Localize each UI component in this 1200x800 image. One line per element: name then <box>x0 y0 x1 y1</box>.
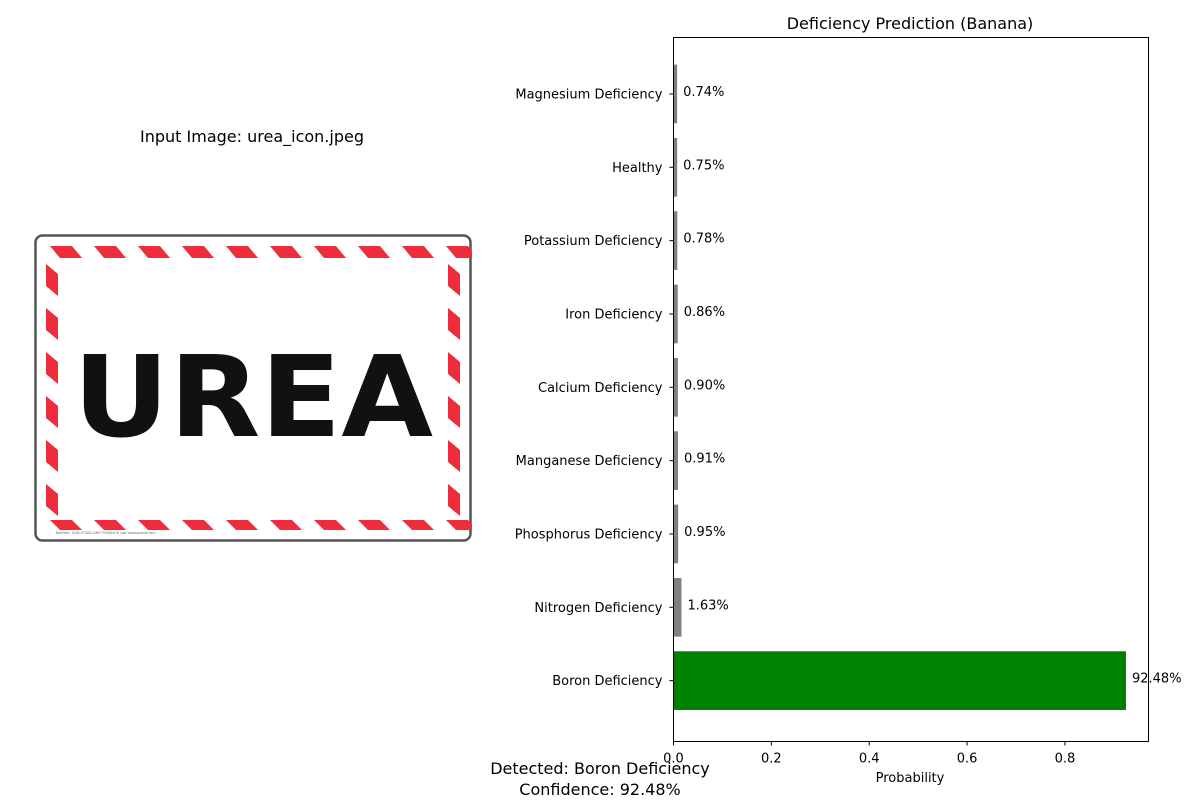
x-axis-label: Probability <box>876 771 945 786</box>
hazard-stripe <box>46 308 58 340</box>
hazard-stripe <box>94 246 126 258</box>
hazard-stripe <box>182 246 214 258</box>
y-tick-label: Phosphorus Deficiency <box>515 527 663 542</box>
hazard-stripe <box>46 396 58 428</box>
bar <box>673 64 678 124</box>
urea-sign-image: UREA Reorder: SGN-ST4DL-URFI Printed in … <box>34 234 472 542</box>
bar <box>673 431 678 490</box>
x-tick-label: 0.8 <box>1055 752 1076 767</box>
hazard-stripe <box>448 484 460 516</box>
hazard-stripe <box>270 520 302 530</box>
bar <box>673 651 1126 710</box>
chart-title: Deficiency Prediction (Banana) <box>787 14 1034 33</box>
hazard-stripe <box>94 520 126 530</box>
hazard-stripe <box>358 520 390 530</box>
hazard-stripe <box>446 520 472 530</box>
hazard-stripe <box>182 520 214 530</box>
bar-value-label: 0.86% <box>684 305 725 320</box>
bar <box>673 577 682 637</box>
bar <box>673 504 679 564</box>
hazard-stripe <box>448 264 460 296</box>
hazard-stripe <box>402 520 434 530</box>
hazard-stripe <box>448 308 460 340</box>
bar-value-label: 0.90% <box>684 378 725 393</box>
y-tick-label: Calcium Deficiency <box>538 381 663 396</box>
plot-frame <box>673 37 1149 742</box>
x-tick-label: 0.6 <box>957 752 978 767</box>
detected-label: Detected: Boron Deficiency <box>490 759 710 778</box>
detection-result: Detected: Boron Deficiency Confidence: 9… <box>400 758 800 800</box>
sign-frame <box>34 234 472 542</box>
bar-value-label: 1.63% <box>687 598 728 613</box>
hazard-stripe <box>314 246 346 258</box>
hazard-stripe <box>448 352 460 384</box>
bar-value-label: 0.91% <box>684 452 725 467</box>
hazard-stripe <box>402 246 434 258</box>
hazard-stripe <box>446 246 472 258</box>
hazard-stripe <box>314 520 346 530</box>
y-tick-label: Boron Deficiency <box>552 674 663 689</box>
y-tick-label: Magnesium Deficiency <box>515 87 662 102</box>
sign-fineprint: Reorder: SGN-ST4DL-URFI Printed in usa s… <box>56 531 156 535</box>
x-tick-label: 0.0 <box>663 752 684 767</box>
bar-value-label: 0.75% <box>683 158 724 173</box>
y-tick-label: Iron Deficiency <box>565 307 663 322</box>
bar-value-label: 0.74% <box>683 85 724 100</box>
y-tick-label: Potassium Deficiency <box>524 234 663 249</box>
confidence-label: Confidence: 92.48% <box>519 780 681 799</box>
bar-value-label: 92.48% <box>1132 672 1182 687</box>
hazard-stripe <box>138 520 170 530</box>
hazard-stripe <box>46 484 58 516</box>
hazard-stripe <box>358 246 390 258</box>
hazard-stripe <box>50 520 82 530</box>
hazard-stripe <box>448 440 460 472</box>
hazard-stripe-border <box>46 246 472 530</box>
hazard-stripe <box>270 246 302 258</box>
hazard-stripe <box>46 440 58 472</box>
bar-value-labels: 92.48% 1.63% 0.95% 0.91% 0.90% 0.86% 0.78% 0.75… <box>683 85 1181 687</box>
x-axis-ticks: 0.0 0.2 0.4 0.6 0.8 <box>663 741 1076 767</box>
bars-group <box>673 64 1126 710</box>
hazard-stripe <box>448 396 460 428</box>
bar-value-label: 0.95% <box>684 525 725 540</box>
input-image-title: Input Image: urea_icon.jpeg <box>140 127 364 146</box>
hazard-stripe <box>46 352 58 384</box>
bar <box>673 137 678 197</box>
y-tick-label: Healthy <box>612 161 663 176</box>
bar <box>673 357 678 417</box>
bar <box>673 211 678 270</box>
hazard-stripe <box>50 246 82 258</box>
y-tick-label: Nitrogen Deficiency <box>534 601 662 616</box>
bar <box>673 284 678 344</box>
hazard-stripe <box>226 246 258 258</box>
y-tick-label: Manganese Deficiency <box>516 454 663 469</box>
hazard-stripe <box>46 264 58 296</box>
x-tick-label: 0.4 <box>859 752 880 767</box>
hazard-stripe <box>138 246 170 258</box>
x-tick-label: 0.2 <box>761 752 782 767</box>
y-axis-ticks: Boron Deficiency Nitrogen Deficiency Phosp… <box>515 87 674 689</box>
bar-value-label: 0.78% <box>683 232 724 247</box>
hazard-stripe <box>226 520 258 530</box>
sign-word: UREA <box>73 333 433 463</box>
